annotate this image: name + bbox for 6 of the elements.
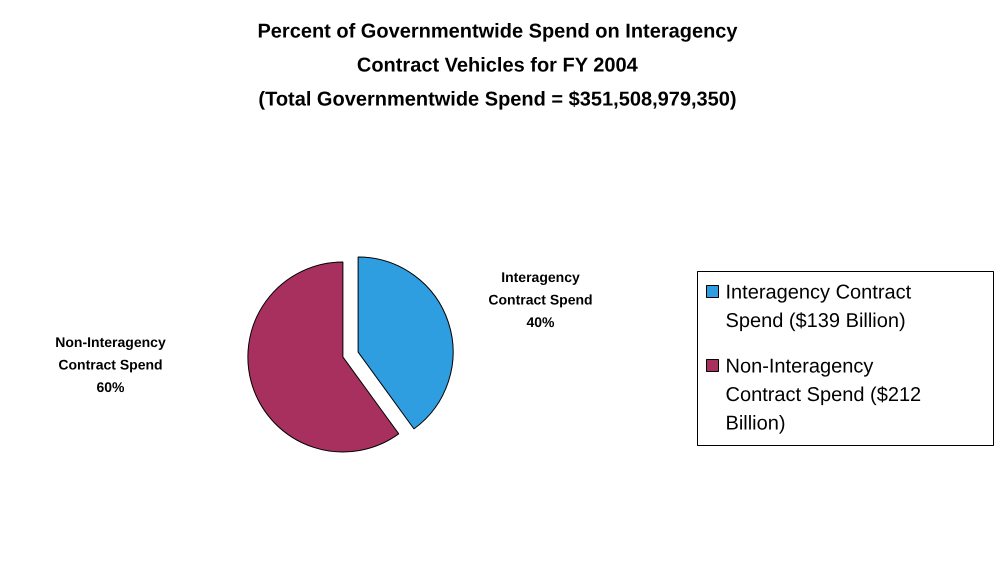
legend-label: Interagency Contract Spend ($139 Billion) [726,282,912,332]
data-label: Non-Interagency Contract Spend 60% [55,334,166,395]
legend-label: Non-Interagency Contract Spend ($212 Billion) [726,356,922,435]
data-label: Interagency Contract Spend 40% [488,269,593,330]
chart-subtitle: (Total Governmentwide Spend = $351,508,979,350) [258,88,737,110]
chart-title: Percent of Governmentwide Spend on Interagency Contract Vehicles for FY 2004 [257,20,738,76]
